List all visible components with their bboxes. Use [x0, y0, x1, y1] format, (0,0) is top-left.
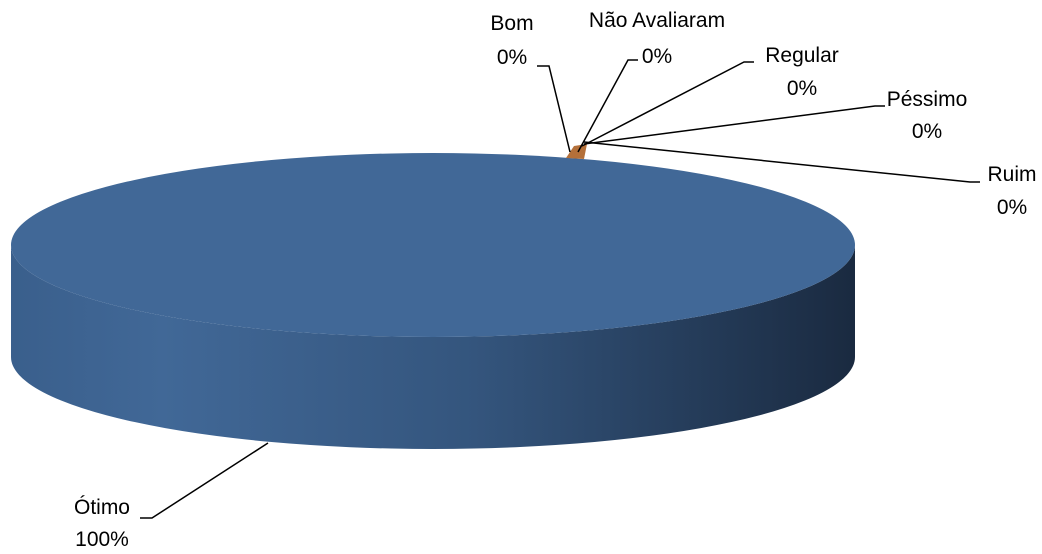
data-labels: Ótimo 100% Bom 0% Não Avaliaram 0% Regular 0% Pé… — [74, 9, 1037, 551]
data-label-ruim-category: Ruim — [987, 163, 1036, 186]
leader-lines — [140, 59, 980, 519]
leader-line-pessimo — [583, 105, 885, 145]
data-label-pessimo-category: Péssimo — [887, 88, 968, 111]
data-label-otimo-category: Ótimo — [74, 496, 130, 519]
pie-slice-otimo — [11, 153, 855, 337]
pie-body — [11, 144, 855, 449]
data-label-ruim-value: 0% — [997, 196, 1027, 219]
data-label-nao-avaliaram-value: 0% — [642, 45, 672, 68]
leader-line-ruim — [583, 141, 980, 183]
leader-line-nao-avaliaram — [577, 59, 638, 153]
pie-slice-sliver — [566, 144, 587, 159]
data-label-bom-category: Bom — [490, 12, 533, 35]
pie-side-wall — [11, 245, 855, 449]
leader-line-regular — [581, 61, 754, 147]
data-label-nao-avaliaram-category: Não Avaliaram — [589, 9, 725, 32]
data-label-bom-value: 0% — [497, 46, 527, 69]
leader-line-otimo — [140, 442, 269, 519]
data-label-regular-category: Regular — [765, 44, 839, 67]
data-label-regular-value: 0% — [787, 77, 817, 100]
data-label-pessimo-value: 0% — [912, 120, 942, 143]
leader-line-bom — [537, 65, 571, 153]
data-label-otimo-value: 100% — [75, 528, 129, 549]
